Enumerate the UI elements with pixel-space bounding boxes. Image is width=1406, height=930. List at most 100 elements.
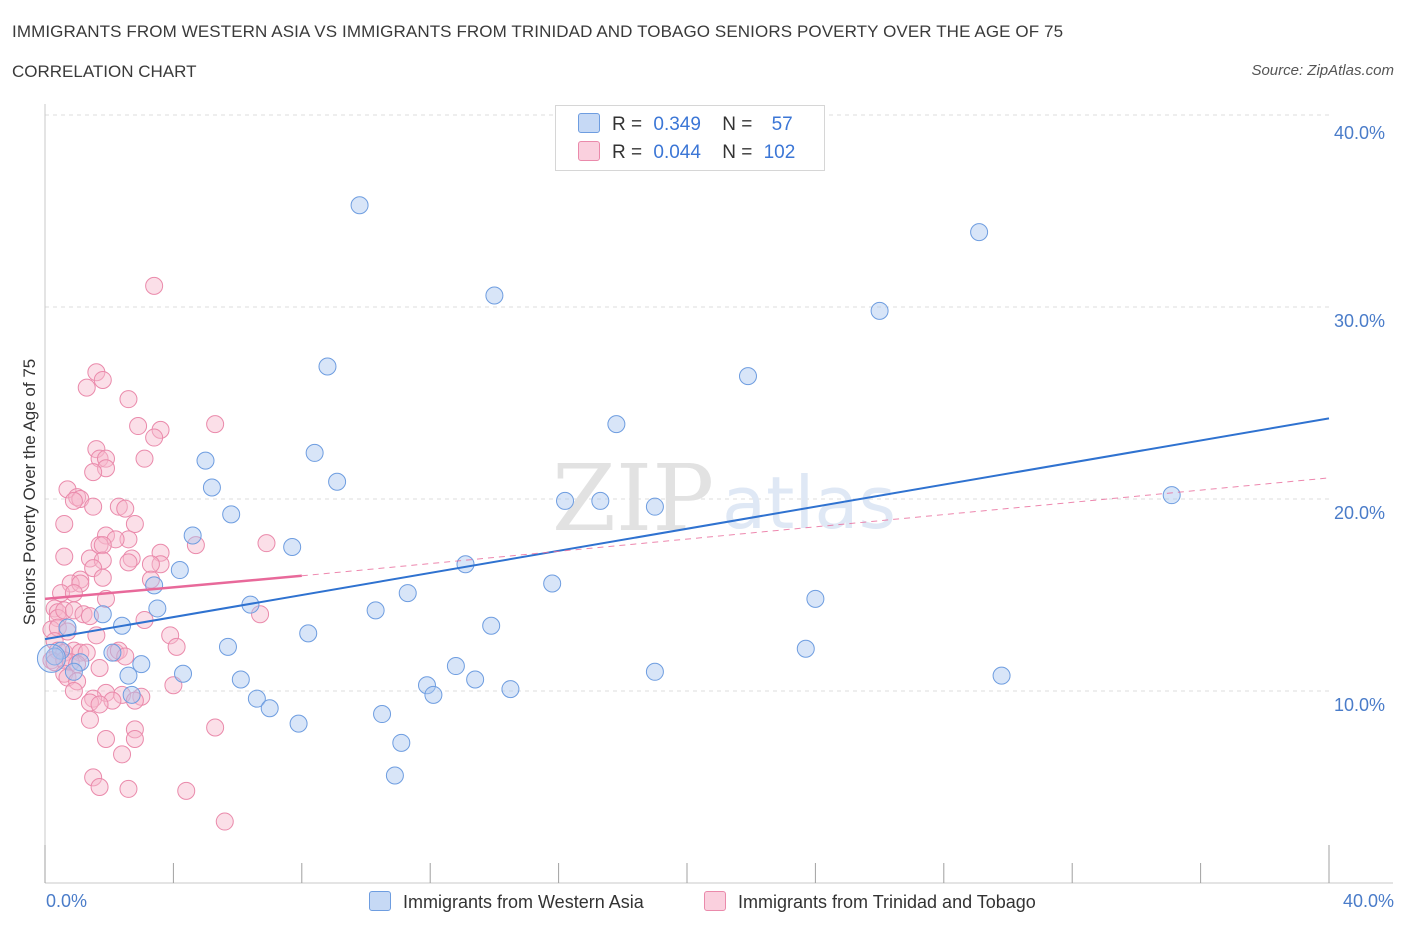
watermark: ZIP atlas [552,445,896,552]
stats-row-trinidad-tobago: R = 0.044 N = 102 [578,141,795,167]
data-point-trinidad-tobago [90,695,109,714]
data-point-trinidad-tobago [119,779,138,798]
legend-item-western-asia[interactable]: Immigrants from Western Asia [369,891,644,913]
chart-subtitle: CORRELATION CHART [12,62,197,81]
data-point-western-asia [196,451,215,470]
data-point-trinidad-tobago [125,720,144,739]
data-point-western-asia [122,685,141,704]
data-point-western-asia [392,733,411,752]
data-point-western-asia [501,680,520,699]
data-point-trinidad-tobago [119,553,138,572]
data-point-trinidad-tobago [84,463,103,482]
data-point-western-asia [64,662,83,681]
data-point-trinidad-tobago [167,637,186,656]
data-point-trinidad-tobago [125,514,144,533]
data-point-western-asia [148,599,167,618]
data-point-trinidad-tobago [90,778,109,796]
data-point-western-asia [218,637,237,656]
data-point-western-asia [456,555,475,574]
data-point-trinidad-tobago [206,718,225,737]
data-point-trinidad-tobago [161,626,180,645]
data-point-western-asia [870,301,889,320]
data-point-western-asia [466,670,485,689]
data-point-trinidad-tobago [77,378,96,397]
stats-swatch-blue [578,113,600,133]
data-point-trinidad-tobago [93,370,112,389]
data-point-trinidad-tobago [135,449,154,468]
data-point-western-asia [247,689,266,708]
data-point-trinidad-tobago [55,601,74,620]
data-point-western-asia [366,601,385,620]
data-point-trinidad-tobago [64,601,83,620]
data-point-western-asia [132,655,151,674]
data-point-trinidad-tobago [141,555,160,574]
data-point-western-asia [183,526,202,545]
data-point-trinidad-tobago [87,363,106,382]
trendline-trinidad-tobago [44,574,302,601]
data-point-western-asia [328,472,347,491]
data-point-western-asia [45,647,64,666]
data-point-trinidad-tobago [119,390,138,409]
correlation-stats-box: R = 0.349 N = 57 R = 0.044 N = 102 [555,105,825,171]
data-point-western-asia [970,223,989,242]
data-point-western-asia [645,662,664,681]
data-point-trinidad-tobago [64,682,83,700]
data-point-western-asia [103,643,122,662]
data-point-trinidad-tobago [257,534,276,553]
data-point-trinidad-tobago [68,672,87,691]
data-point-western-asia [992,666,1011,685]
data-point-western-asia [385,766,404,785]
data-point-trinidad-tobago [61,653,80,672]
data-point-trinidad-tobago [125,730,144,748]
data-point-western-asia [398,584,417,603]
legend-swatch-blue [369,891,391,911]
data-point-trinidad-tobago [96,526,115,545]
data-point-western-asia [446,657,465,676]
data-point-western-asia [350,196,369,215]
data-point-western-asia [93,605,112,624]
data-point-western-asia [119,666,138,685]
data-point-western-asia [71,653,90,672]
data-point-western-asia [145,576,164,595]
data-point-western-asia [556,491,575,510]
legend-swatch-pink [704,891,726,911]
data-point-western-asia [738,367,757,386]
data-point-trinidad-tobago [93,536,112,555]
watermark-atlas: atlas [722,461,896,545]
x-tick-label-min: 0.0% [46,891,88,911]
data-point-western-asia [36,643,66,673]
data-point-trinidad-tobago [113,745,132,764]
data-point-western-asia [305,443,324,462]
stats-n-value: 102 [763,142,796,163]
data-point-trinidad-tobago [87,440,106,459]
data-point-trinidad-tobago [206,415,225,434]
watermark-zip: ZIP [552,445,714,552]
chart-title: IMMIGRANTS FROM WESTERN ASIA VS IMMIGRAN… [12,22,1064,41]
legend-label: Immigrants from Western Asia [403,892,644,912]
y-axis-label: Seniors Poverty Over the Age of 75 [20,358,39,626]
y-tick-label: 40.0% [1334,123,1386,143]
data-point-western-asia [424,685,443,704]
data-point-western-asia [373,705,392,724]
data-point-western-asia [222,505,241,524]
trendline-western-asia [44,417,1330,641]
data-point-trinidad-tobago [177,781,196,800]
stats-row-western-asia: R = 0.349 N = 57 [578,113,793,139]
legend-item-trinidad-tobago[interactable]: Immigrants from Trinidad and Tobago [704,891,1036,913]
data-point-trinidad-tobago [77,643,96,662]
data-point-western-asia [806,589,825,608]
data-point-trinidad-tobago [96,449,115,468]
data-point-trinidad-tobago [125,691,144,710]
data-point-western-asia [796,639,815,658]
data-point-western-asia [318,357,337,376]
data-point-trinidad-tobago [84,497,103,516]
data-point-trinidad-tobago [84,559,103,578]
series-western-asia-points [36,196,1181,785]
data-point-trinidad-tobago [80,710,99,729]
stats-r-label: R = [612,114,643,135]
data-point-western-asia [543,574,562,593]
stats-swatch-pink [578,141,600,161]
y-tick-label: 10.0% [1334,695,1386,715]
data-point-trinidad-tobago [186,536,205,555]
